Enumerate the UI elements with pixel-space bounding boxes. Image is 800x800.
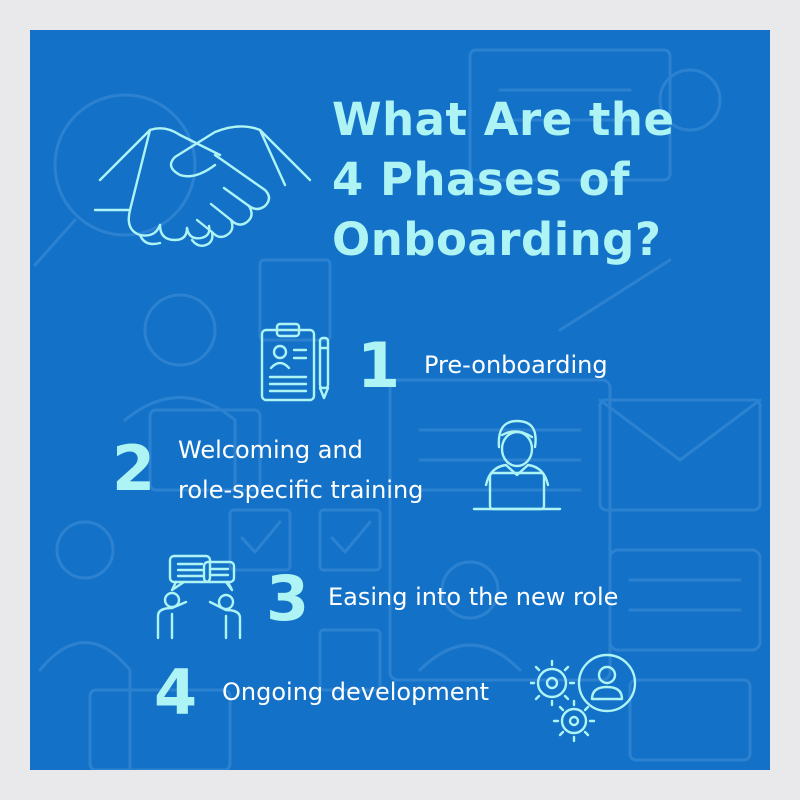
phase-2-label-line-1: Welcoming and xyxy=(178,436,363,464)
person-at-laptop-icon xyxy=(472,415,562,515)
phase-2-label-line-2: role-specific training xyxy=(178,476,424,504)
phase-3-number: 3 xyxy=(266,562,310,635)
phase-1-number: 1 xyxy=(357,329,401,402)
handshake-icon xyxy=(90,100,320,270)
phase-3-label: Easing into the new role xyxy=(328,583,619,611)
phase-4-label: Ongoing development xyxy=(222,678,490,706)
phase-2-number: 2 xyxy=(112,432,156,505)
gears-person-icon xyxy=(530,645,640,745)
page-title: What Are the 4 Phases of Onboarding? xyxy=(332,90,675,270)
people-conversation-icon xyxy=(148,550,258,642)
phase-4-number: 4 xyxy=(154,656,198,729)
title-line-1: What Are the xyxy=(332,93,675,146)
infographic-card: What Are the 4 Phases of Onboarding? xyxy=(30,30,770,770)
title-line-3: Onboarding? xyxy=(332,213,662,266)
phase-1-label: Pre-onboarding xyxy=(424,351,608,379)
title-line-2: 4 Phases of xyxy=(332,153,631,206)
clipboard-icon xyxy=(258,322,338,404)
